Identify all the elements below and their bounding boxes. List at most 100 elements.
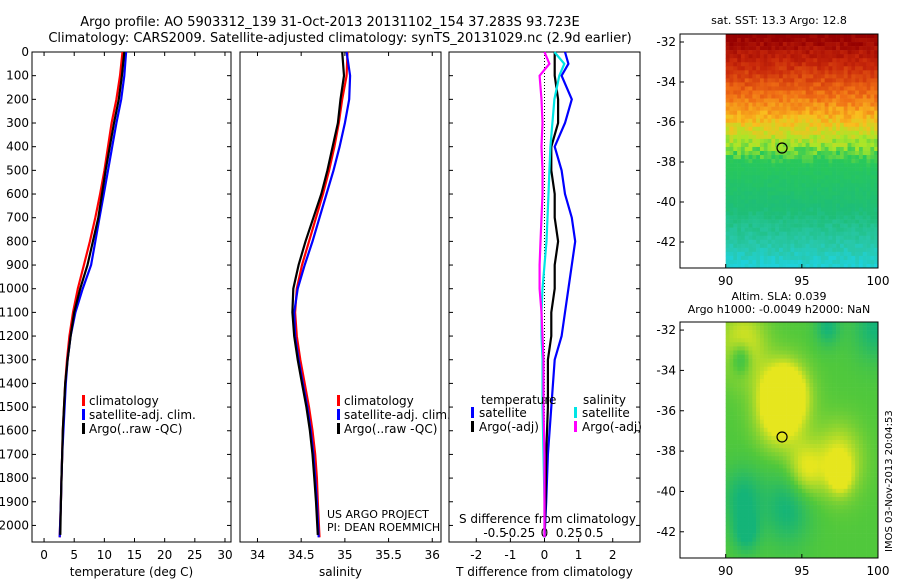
map-cell [832, 346, 837, 351]
map-cell [836, 525, 841, 530]
map-cell [744, 541, 749, 547]
map-cell [759, 415, 765, 420]
x-tick-label: 5 [70, 548, 78, 562]
map-cell [790, 330, 795, 335]
map-cell [794, 415, 799, 420]
map-cell [862, 175, 867, 180]
map-cell [790, 243, 795, 249]
map-cell [866, 199, 871, 204]
map-cell [794, 391, 799, 396]
map-cell [828, 42, 833, 47]
map-cell [782, 211, 787, 216]
map-cell [847, 452, 852, 457]
map-cell [740, 58, 746, 63]
map-cell [756, 183, 761, 188]
map-cell [820, 407, 825, 412]
map-cell [767, 159, 772, 164]
map-cell [771, 34, 776, 39]
map-cell [862, 399, 867, 404]
map-cell [729, 191, 734, 196]
map-cell [752, 146, 757, 152]
map-cell [820, 203, 825, 208]
map-cell [782, 501, 787, 506]
map-cell [779, 243, 784, 249]
map-cell [767, 259, 772, 265]
map-cell [775, 391, 780, 396]
map-cell [733, 86, 738, 91]
map-cell [855, 78, 860, 83]
map-cell [763, 183, 768, 188]
map-cell [763, 383, 768, 388]
map-cell [733, 207, 738, 212]
map-cell [756, 395, 761, 400]
map-cell [798, 322, 803, 327]
map-cell [767, 46, 772, 51]
map-cell [866, 448, 871, 453]
map-cell [756, 167, 761, 172]
map-cell [779, 263, 784, 269]
map-cell [798, 66, 803, 71]
map-cell [870, 159, 875, 164]
map-cell [801, 215, 806, 220]
map-cell [805, 370, 810, 376]
map-cell [775, 326, 780, 331]
map-cell [870, 82, 875, 87]
map-cell [820, 142, 825, 148]
map-cell [725, 468, 730, 473]
map-cell [771, 431, 776, 437]
map-cell [847, 58, 852, 63]
map-cell [866, 505, 871, 510]
map-cell [843, 448, 848, 453]
map-cell [752, 476, 757, 481]
map-cell [767, 525, 772, 530]
map-cell [790, 342, 795, 347]
map-cell [824, 247, 829, 253]
map-cell [817, 521, 822, 526]
map-cell [790, 513, 795, 518]
map-cell [866, 541, 871, 547]
map-cell [843, 159, 848, 164]
map-cell [729, 350, 734, 355]
map-cell [782, 50, 787, 55]
map-cell [744, 134, 749, 140]
map-cell [820, 374, 825, 380]
map-cell [870, 106, 875, 111]
map-cell [790, 358, 795, 363]
map-cell [790, 219, 795, 224]
map-cell [759, 383, 765, 388]
map-cell [763, 374, 768, 380]
map-cell [855, 529, 860, 534]
map-cell [729, 411, 734, 416]
legend-entry: satellite [582, 406, 630, 420]
map-cell [817, 171, 822, 176]
map-cell [801, 82, 806, 87]
map-cell [779, 58, 784, 63]
map-cell [809, 395, 814, 400]
map-cell [782, 58, 787, 63]
map-cell [858, 342, 864, 347]
map-cell [725, 207, 730, 212]
map-cell [786, 82, 791, 87]
map-cell [847, 138, 852, 144]
map-cell [737, 122, 742, 128]
map-cell [870, 509, 875, 514]
map-cell [862, 407, 867, 412]
map-cell [805, 70, 810, 75]
map-cell [858, 159, 864, 164]
map-cell [851, 362, 856, 368]
map-cell [847, 102, 852, 107]
map-cell [740, 322, 746, 327]
map-cell [820, 415, 825, 420]
map-cell [874, 541, 879, 547]
map-cell [752, 122, 757, 128]
map-cell [817, 346, 822, 351]
map-cell [756, 496, 761, 502]
map-cell [786, 411, 791, 416]
map-cell [759, 366, 765, 372]
map-cell [733, 82, 738, 87]
map-cell [782, 191, 787, 196]
map-cell [805, 247, 810, 253]
map-cell [805, 38, 810, 43]
map-cell [855, 146, 860, 152]
map-cell [733, 440, 738, 445]
